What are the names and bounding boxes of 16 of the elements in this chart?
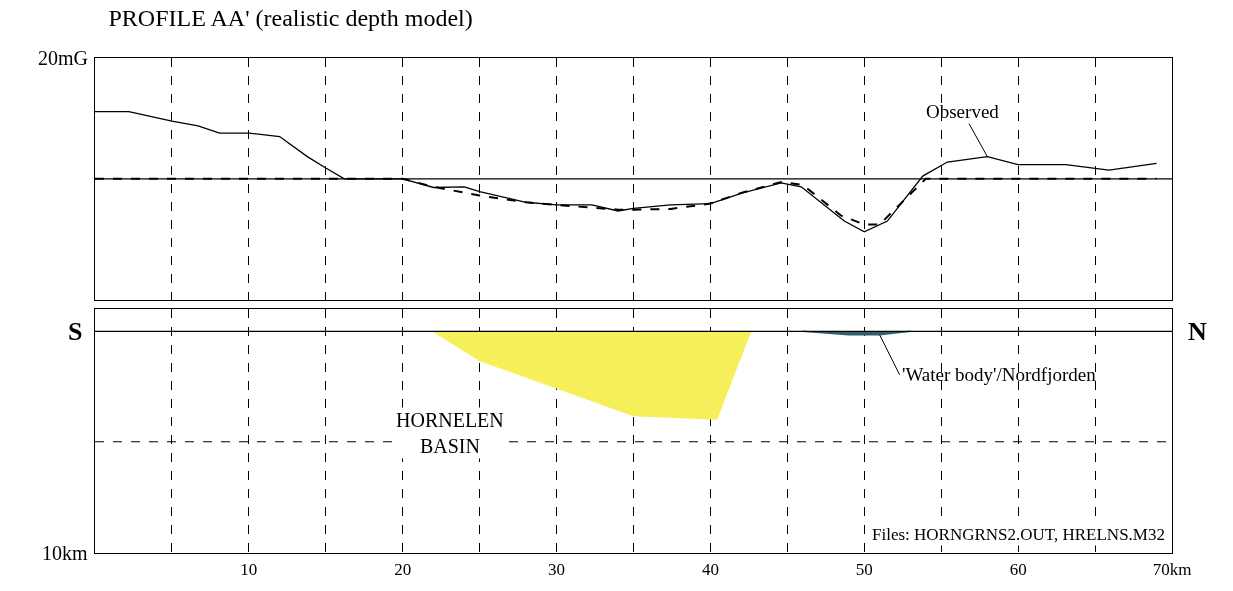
annotation: HORNELEN BASIN bbox=[396, 409, 504, 457]
annotation: N bbox=[1188, 317, 1207, 346]
x-tick-label: 40 bbox=[701, 559, 719, 579]
x-tick-label: 70km bbox=[1152, 559, 1192, 579]
x-tick-label: 60 bbox=[1009, 559, 1027, 579]
x-tick-label: 50 bbox=[855, 559, 873, 579]
chart-title: PROFILE AA' (realistic depth model) bbox=[108, 4, 473, 31]
x-tick-label: 20 bbox=[394, 559, 412, 579]
annotation: 'Water body'/Nordfjorden bbox=[902, 364, 1097, 385]
text: S bbox=[68, 317, 83, 346]
series-label: Observed bbox=[926, 101, 1000, 122]
text: 20mG bbox=[38, 47, 88, 69]
text: 10km bbox=[42, 542, 88, 564]
x-tick-label: 30 bbox=[548, 559, 566, 579]
x-tick-label: 10 bbox=[240, 559, 258, 579]
text: Files: HORNGRNS2.OUT, HRELNS.M32 bbox=[872, 525, 1165, 544]
